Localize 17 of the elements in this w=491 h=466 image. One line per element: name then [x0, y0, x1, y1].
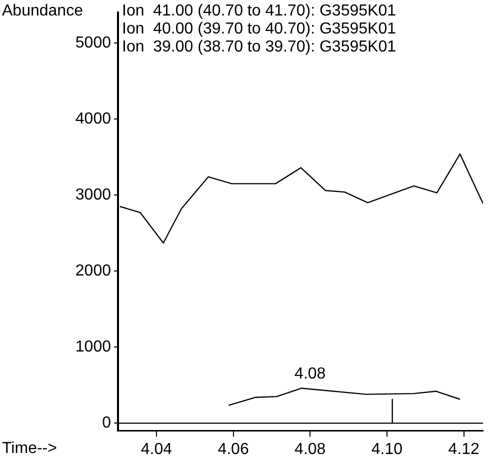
- y-tick-label: 5000: [75, 34, 112, 52]
- x-tick-label: 4.06: [218, 440, 249, 458]
- y-tick-label: 4000: [75, 110, 112, 128]
- x-tick-label: 4.12: [448, 440, 480, 458]
- annotation: 4.08: [294, 366, 326, 383]
- y-tick-label: 2000: [75, 262, 112, 280]
- x-tick-label: 4.04: [140, 440, 172, 458]
- y-tick-label: 3000: [75, 186, 112, 204]
- annotation: Ion 40.00 (39.70 to 40.70): G3595K01: [122, 20, 396, 38]
- annotation: Ion 39.00 (38.70 to 39.70): G3595K01: [122, 38, 396, 56]
- y-tick-label: 1000: [75, 338, 112, 356]
- x-tick-label: 4.10: [371, 440, 403, 458]
- x-axis-title: Time-->: [2, 440, 57, 458]
- annotation: Ion 41.00 (40.70 to 41.70): G3595K01: [122, 2, 396, 20]
- x-tick-label: 4.08: [294, 440, 326, 458]
- y-tick-label: 0: [102, 414, 112, 432]
- y-axis-title: Abundance: [2, 2, 84, 20]
